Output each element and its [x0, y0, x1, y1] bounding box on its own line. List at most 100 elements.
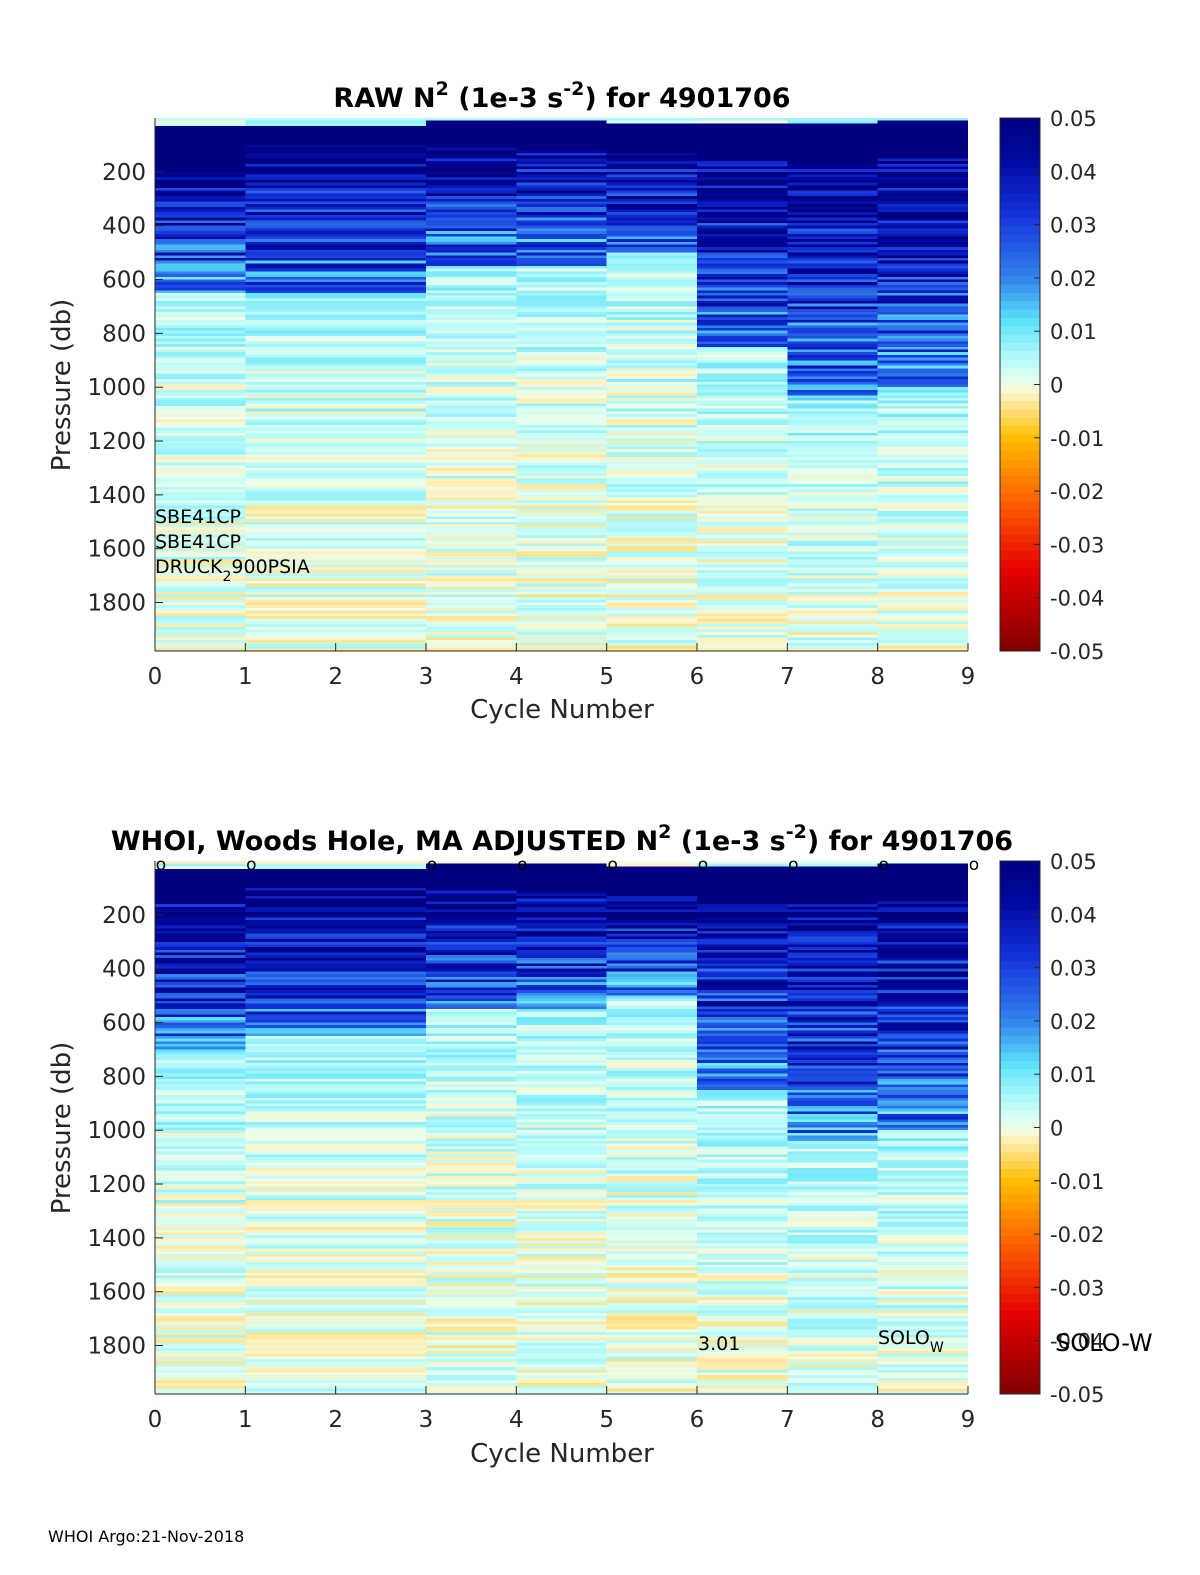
colorbar-swatch [1000, 1227, 1040, 1237]
colorbar-swatch [1000, 977, 1040, 987]
adjusted-y-axis-label: Pressure (db) [47, 1042, 77, 1215]
colorbar-swatch [1000, 392, 1040, 402]
x-tick-label: 1 [238, 664, 253, 690]
colorbar-swatch [1000, 1194, 1040, 1204]
colorbar-swatch [1000, 1135, 1040, 1145]
y-tick-label: 400 [102, 214, 146, 240]
colorbar-swatch [1000, 617, 1040, 627]
colorbar-swatch [1000, 1377, 1040, 1387]
colorbar-swatch [1000, 935, 1040, 945]
colorbar-swatch [1000, 342, 1040, 352]
y-tick-label: 600 [102, 268, 146, 294]
colorbar-tick-label: 0.02 [1050, 267, 1097, 291]
y-tick-label: 600 [102, 1011, 146, 1037]
colorbar-swatch [1000, 176, 1040, 186]
colorbar-swatch [1000, 334, 1040, 344]
colorbar-swatch [1000, 1285, 1040, 1295]
colorbar-tick-label: -0.03 [1050, 1276, 1104, 1300]
colorbar-tick-label: 0 [1050, 374, 1063, 398]
raw-chart-title: RAW N2 (1e-3 s-2) for 4901706 [333, 78, 790, 114]
profile-column-cycle-6 [697, 118, 788, 652]
colorbar-swatch [1000, 1119, 1040, 1129]
y-tick-label: 1000 [87, 375, 146, 401]
colorbar-swatch [1000, 242, 1040, 252]
profile-column-cycle-8 [877, 861, 968, 1395]
raw-y-ticks: 200 400 600 800 1000 1200 1400 1600 1800 [87, 160, 163, 617]
y-tick-label: 1600 [87, 537, 146, 563]
colorbar-swatch [1000, 609, 1040, 619]
adjusted-heatmap [155, 861, 968, 1395]
qc-marker-o: o [788, 855, 798, 875]
profile-column-cycle-0 [155, 861, 246, 1395]
colorbar-tick-label: -0.01 [1050, 1170, 1104, 1194]
colorbar-swatch [1000, 284, 1040, 294]
colorbar-swatch [1000, 584, 1040, 594]
colorbar-swatch [1000, 626, 1040, 635]
colorbar-swatch [1000, 1002, 1040, 1012]
raw-heatmap [155, 118, 968, 652]
colorbar-swatch [1000, 459, 1040, 469]
raw-y-axis-label: Pressure (db) [47, 299, 77, 472]
colorbar-tick-label: 0.02 [1050, 1010, 1097, 1034]
colorbar-swatch [1000, 476, 1040, 486]
colorbar-swatch [1000, 1144, 1040, 1154]
colorbar-swatch [1000, 542, 1040, 552]
x-tick-label: 7 [780, 1407, 795, 1433]
raw-x-ticks: 0 1 2 3 4 5 6 7 8 9 [148, 643, 975, 690]
y-tick-label: 800 [102, 1064, 146, 1090]
colorbar-tick-label: 0.04 [1050, 160, 1097, 184]
colorbar-swatch [1000, 1294, 1040, 1303]
colorbar-swatch [1000, 351, 1040, 361]
colorbar-swatch [1000, 877, 1040, 887]
colorbar-swatch [1000, 434, 1040, 444]
colorbar-swatch [1000, 1052, 1040, 1062]
profile-column-cycle-5 [606, 861, 697, 1395]
colorbar-tick-label: 0.04 [1050, 903, 1097, 927]
y-tick-label: 200 [102, 160, 146, 186]
colorbar-swatch [1000, 1277, 1040, 1287]
colorbar-swatch [1000, 417, 1040, 427]
colorbar-swatch [1000, 534, 1040, 544]
colorbar-swatch [1000, 1319, 1040, 1328]
colorbar-swatch [1000, 134, 1040, 144]
colorbar-swatch [1000, 118, 1040, 127]
colorbar-swatch [1000, 1302, 1040, 1312]
colorbar-tick-label: -0.05 [1050, 640, 1104, 664]
footer-credit: WHOI Argo:21-Nov-2018 [48, 1527, 244, 1546]
colorbar-swatch [1000, 927, 1040, 937]
colorbar-swatch [1000, 592, 1040, 602]
colorbar-tick-label: 0.05 [1050, 107, 1097, 131]
colorbar-swatch [1000, 1360, 1040, 1370]
x-tick-label: 2 [328, 664, 343, 690]
colorbar-swatch [1000, 1127, 1040, 1137]
float-type-label: SOLOW [878, 1327, 944, 1356]
colorbar-tick-label: -0.03 [1050, 533, 1104, 557]
qc-marker-o: o [517, 855, 527, 875]
sensor-label-ctd-1: SBE41CP [155, 506, 241, 528]
y-tick-label: 200 [102, 903, 146, 929]
adjusted-x-ticks: 0 1 2 3 4 5 6 7 8 9 [148, 1386, 975, 1433]
adjusted-y-ticks: 200 400 600 800 1000 1200 1400 1600 1800 [87, 903, 163, 1360]
colorbar-swatch [1000, 409, 1040, 419]
profile-column-cycle-6 [697, 861, 788, 1395]
colorbar-swatch [1000, 1310, 1040, 1320]
qc-marker-o: o [878, 855, 888, 875]
colorbar-swatch [1000, 142, 1040, 152]
y-tick-label: 1200 [87, 1172, 146, 1198]
colorbar-swatch [1000, 1102, 1040, 1112]
colorbar-swatch [1000, 201, 1040, 211]
colorbar-swatch [1000, 126, 1040, 136]
y-tick-label: 1800 [87, 1334, 146, 1360]
colorbar-swatch [1000, 1169, 1040, 1179]
colorbar-swatch [1000, 442, 1040, 452]
sensor-label-pressure: DRUCK2900PSIA [155, 556, 310, 585]
y-tick-label: 400 [102, 957, 146, 983]
colorbar-tick-label: 0.01 [1050, 1063, 1097, 1087]
x-tick-label: 0 [148, 664, 163, 690]
x-tick-label: 3 [419, 1407, 434, 1433]
y-tick-label: 800 [102, 321, 146, 347]
colorbar-swatch [1000, 301, 1040, 311]
x-tick-label: 5 [599, 1407, 614, 1433]
raw-axes-frame [154, 118, 968, 652]
